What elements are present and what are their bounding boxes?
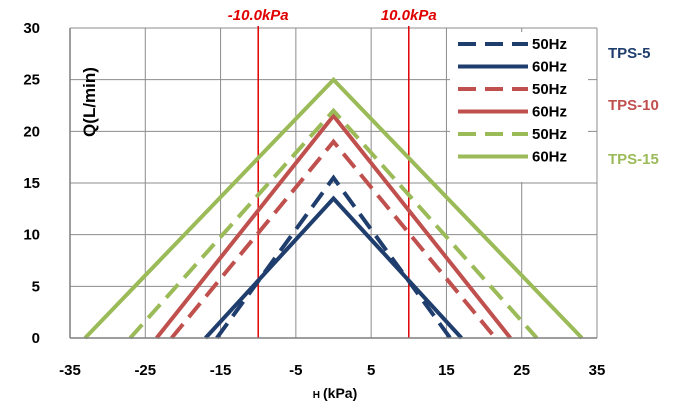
y-tick-label-2: 10: [23, 227, 40, 244]
legend-background: [450, 32, 588, 182]
series-line-2: [170, 138, 497, 340]
x-tick-label-5: 15: [438, 362, 455, 379]
x-tick-label-1: -25: [134, 362, 156, 379]
legend-label-4: 50Hz: [532, 126, 567, 143]
reference-lines: -10.0kPa 10.0kPa: [228, 7, 437, 338]
x-tick-label-2: -15: [210, 362, 232, 379]
reference-line-label-0: -10.0kPa: [228, 7, 289, 24]
y-tick-labels: 0 5 10 15 20 25 30: [23, 20, 40, 347]
y-tick-label-3: 15: [23, 175, 40, 192]
y-axis-label: Q(L/min): [80, 67, 99, 137]
x-tick-label-7: 35: [589, 362, 606, 379]
y-tick-label-0: 0: [32, 330, 40, 347]
legend-label-2: 50Hz: [532, 81, 567, 98]
series-line-5: [83, 76, 584, 340]
y-tick-label-5: 25: [23, 72, 40, 89]
x-axis-label-prefix: H: [313, 390, 320, 401]
y-tick-label-6: 30: [23, 20, 40, 37]
legend-label-1: 60Hz: [532, 59, 567, 76]
series-lines: [83, 76, 584, 340]
series-line-3: [155, 112, 512, 340]
series-line-4: [128, 107, 539, 340]
y-tick-label-1: 5: [32, 278, 40, 295]
x-tick-label-4: 5: [367, 362, 375, 379]
legend-label-5: 60Hz: [532, 149, 567, 166]
group-labels: TPS-5 TPS-10 TPS-15: [608, 45, 659, 168]
legend-label-3: 60Hz: [532, 104, 567, 121]
reference-line-label-1: 10.0kPa: [381, 7, 437, 24]
group-label-0: TPS-5: [608, 45, 651, 62]
legend: 50Hz 60Hz 50Hz 60Hz 50Hz 60Hz: [450, 32, 588, 182]
legend-label-0: 50Hz: [532, 36, 567, 53]
series-line-1: [204, 195, 463, 340]
group-label-2: TPS-15: [608, 151, 659, 168]
x-tick-label-0: -35: [59, 362, 81, 379]
x-tick-labels: -35 -25 -15 -5 5 15 25 35: [59, 362, 605, 379]
axes: [69, 28, 597, 339]
x-axis-label-unit: (kPa): [323, 385, 357, 401]
x-tick-label-6: 25: [513, 362, 530, 379]
group-label-1: TPS-10: [608, 97, 659, 114]
x-axis-label: H (kPa): [313, 385, 357, 401]
x-tick-label-3: -5: [289, 362, 302, 379]
y-tick-label-4: 20: [23, 123, 40, 140]
